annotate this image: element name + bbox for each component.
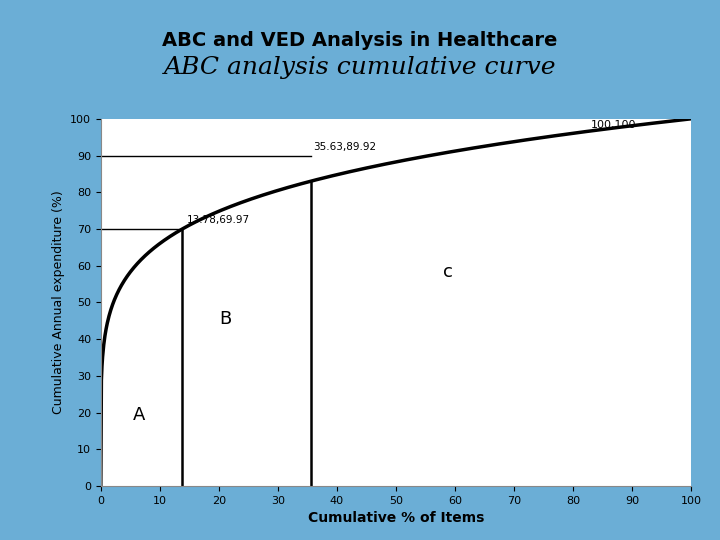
Text: 100,100: 100,100 bbox=[591, 120, 636, 130]
X-axis label: Cumulative % of Items: Cumulative % of Items bbox=[308, 511, 484, 525]
Y-axis label: Cumulative Annual expenditure (%): Cumulative Annual expenditure (%) bbox=[52, 191, 65, 414]
Text: ABC analysis cumulative curve: ABC analysis cumulative curve bbox=[163, 56, 557, 79]
Text: B: B bbox=[219, 310, 231, 328]
Text: 13.78,69.97: 13.78,69.97 bbox=[186, 215, 250, 226]
Text: ABC and VED Analysis in Healthcare: ABC and VED Analysis in Healthcare bbox=[162, 31, 558, 50]
Text: A: A bbox=[133, 406, 145, 424]
Text: c: c bbox=[444, 262, 453, 281]
Text: 35.63,89.92: 35.63,89.92 bbox=[313, 142, 377, 152]
